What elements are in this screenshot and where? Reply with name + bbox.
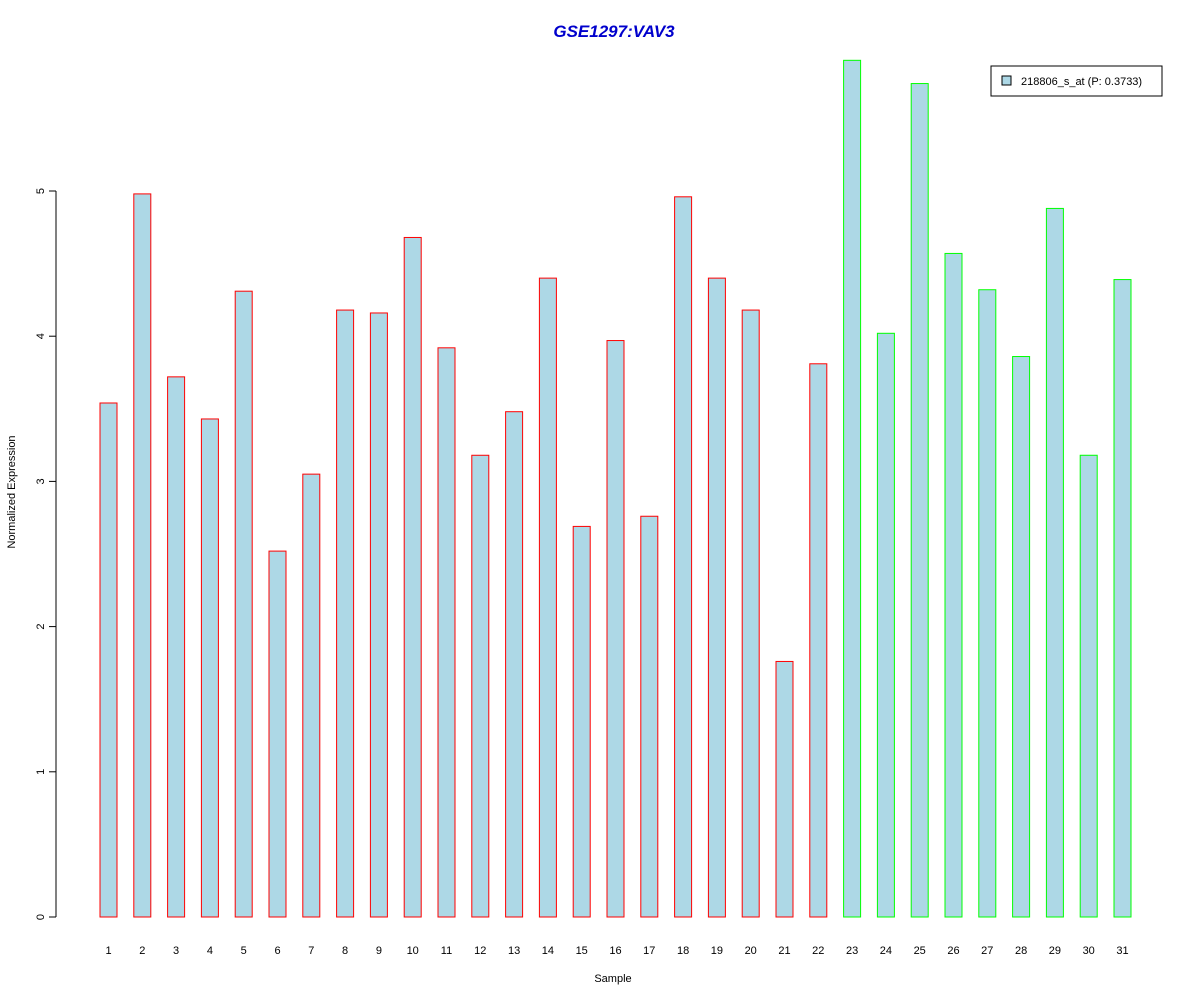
x-tick-label: 16: [609, 945, 621, 957]
bar: [437, 347, 456, 918]
x-axis-label: Sample: [594, 973, 631, 985]
bar: [843, 59, 862, 918]
x-tick-label: 4: [207, 945, 213, 957]
legend-swatch: [1001, 75, 1012, 86]
x-tick-label: 9: [376, 945, 382, 957]
x-tick-label: 2: [139, 945, 145, 957]
bar: [403, 236, 422, 918]
bar: [707, 277, 726, 918]
bar: [234, 290, 253, 918]
legend: 218806_s_at (P: 0.3733): [990, 65, 1163, 97]
x-axis: 1 2 3 4 5 6 7 8 9 10 11 12 13 14 15 16 17 18 19 20 21 22 23 24 2…: [105, 945, 1128, 957]
bar: [200, 418, 219, 918]
bar: [302, 473, 321, 918]
bar: [167, 376, 186, 918]
x-tick-label: 3: [173, 945, 179, 957]
x-tick-label: 14: [542, 945, 554, 957]
x-tick-label: 29: [1049, 945, 1061, 957]
x-tick-label: 7: [308, 945, 314, 957]
x-tick-label: 13: [508, 945, 520, 957]
bar: [336, 309, 355, 918]
x-tick-label: 18: [677, 945, 689, 957]
bar: [1012, 356, 1031, 918]
x-tick-label: 28: [1015, 945, 1027, 957]
y-tick-label: 2: [35, 624, 47, 630]
x-tick-label: 31: [1116, 945, 1128, 957]
x-tick-label: 27: [981, 945, 993, 957]
bar: [505, 411, 524, 918]
bar: [471, 454, 490, 918]
x-tick-label: 10: [407, 945, 419, 957]
x-tick-label: 1: [105, 945, 111, 957]
x-tick-label: 5: [241, 945, 247, 957]
bar: [809, 363, 828, 918]
bar: [910, 83, 929, 918]
bar: [606, 340, 625, 918]
bar: [876, 332, 895, 918]
x-tick-label: 23: [846, 945, 858, 957]
y-axis: 0 1 2 3 4 5: [35, 188, 57, 920]
x-tick-label: 12: [474, 945, 486, 957]
bar: [741, 309, 760, 918]
y-axis-label: Normalized Expression: [6, 435, 18, 548]
y-tick-label: 4: [35, 333, 47, 339]
x-tick-label: 26: [947, 945, 959, 957]
legend-label: 218806_s_at (P: 0.3733): [1021, 76, 1142, 88]
bar: [369, 312, 388, 918]
bar: [133, 193, 152, 918]
x-tick-label: 8: [342, 945, 348, 957]
x-tick-label: 21: [778, 945, 790, 957]
bar: [99, 402, 118, 918]
y-tick-label: 0: [35, 914, 47, 920]
bar: [978, 289, 997, 918]
y-tick-label: 3: [35, 478, 47, 484]
bar: [1079, 454, 1098, 918]
bar: [1113, 279, 1132, 918]
y-tick-label: 5: [35, 188, 47, 194]
bar: [538, 277, 557, 918]
x-tick-label: 11: [441, 945, 452, 957]
bar: [640, 515, 659, 918]
x-tick-label: 6: [274, 945, 280, 957]
bar: [572, 525, 591, 918]
bar-series: [99, 59, 1132, 918]
bar: [268, 550, 287, 918]
legend-box: [990, 65, 1163, 97]
x-tick-label: 22: [812, 945, 824, 957]
x-tick-label: 17: [643, 945, 655, 957]
bar: [944, 252, 963, 918]
x-tick-label: 15: [576, 945, 588, 957]
bar: [775, 660, 794, 918]
bar: [1045, 207, 1064, 918]
x-tick-label: 19: [711, 945, 723, 957]
bar: [674, 196, 693, 918]
x-tick-label: 24: [880, 945, 892, 957]
x-tick-label: 30: [1083, 945, 1095, 957]
y-tick-label: 1: [35, 769, 47, 775]
x-tick-label: 20: [745, 945, 757, 957]
x-tick-label: 25: [914, 945, 926, 957]
chart-title: GSE1297:VAV3: [553, 22, 675, 41]
